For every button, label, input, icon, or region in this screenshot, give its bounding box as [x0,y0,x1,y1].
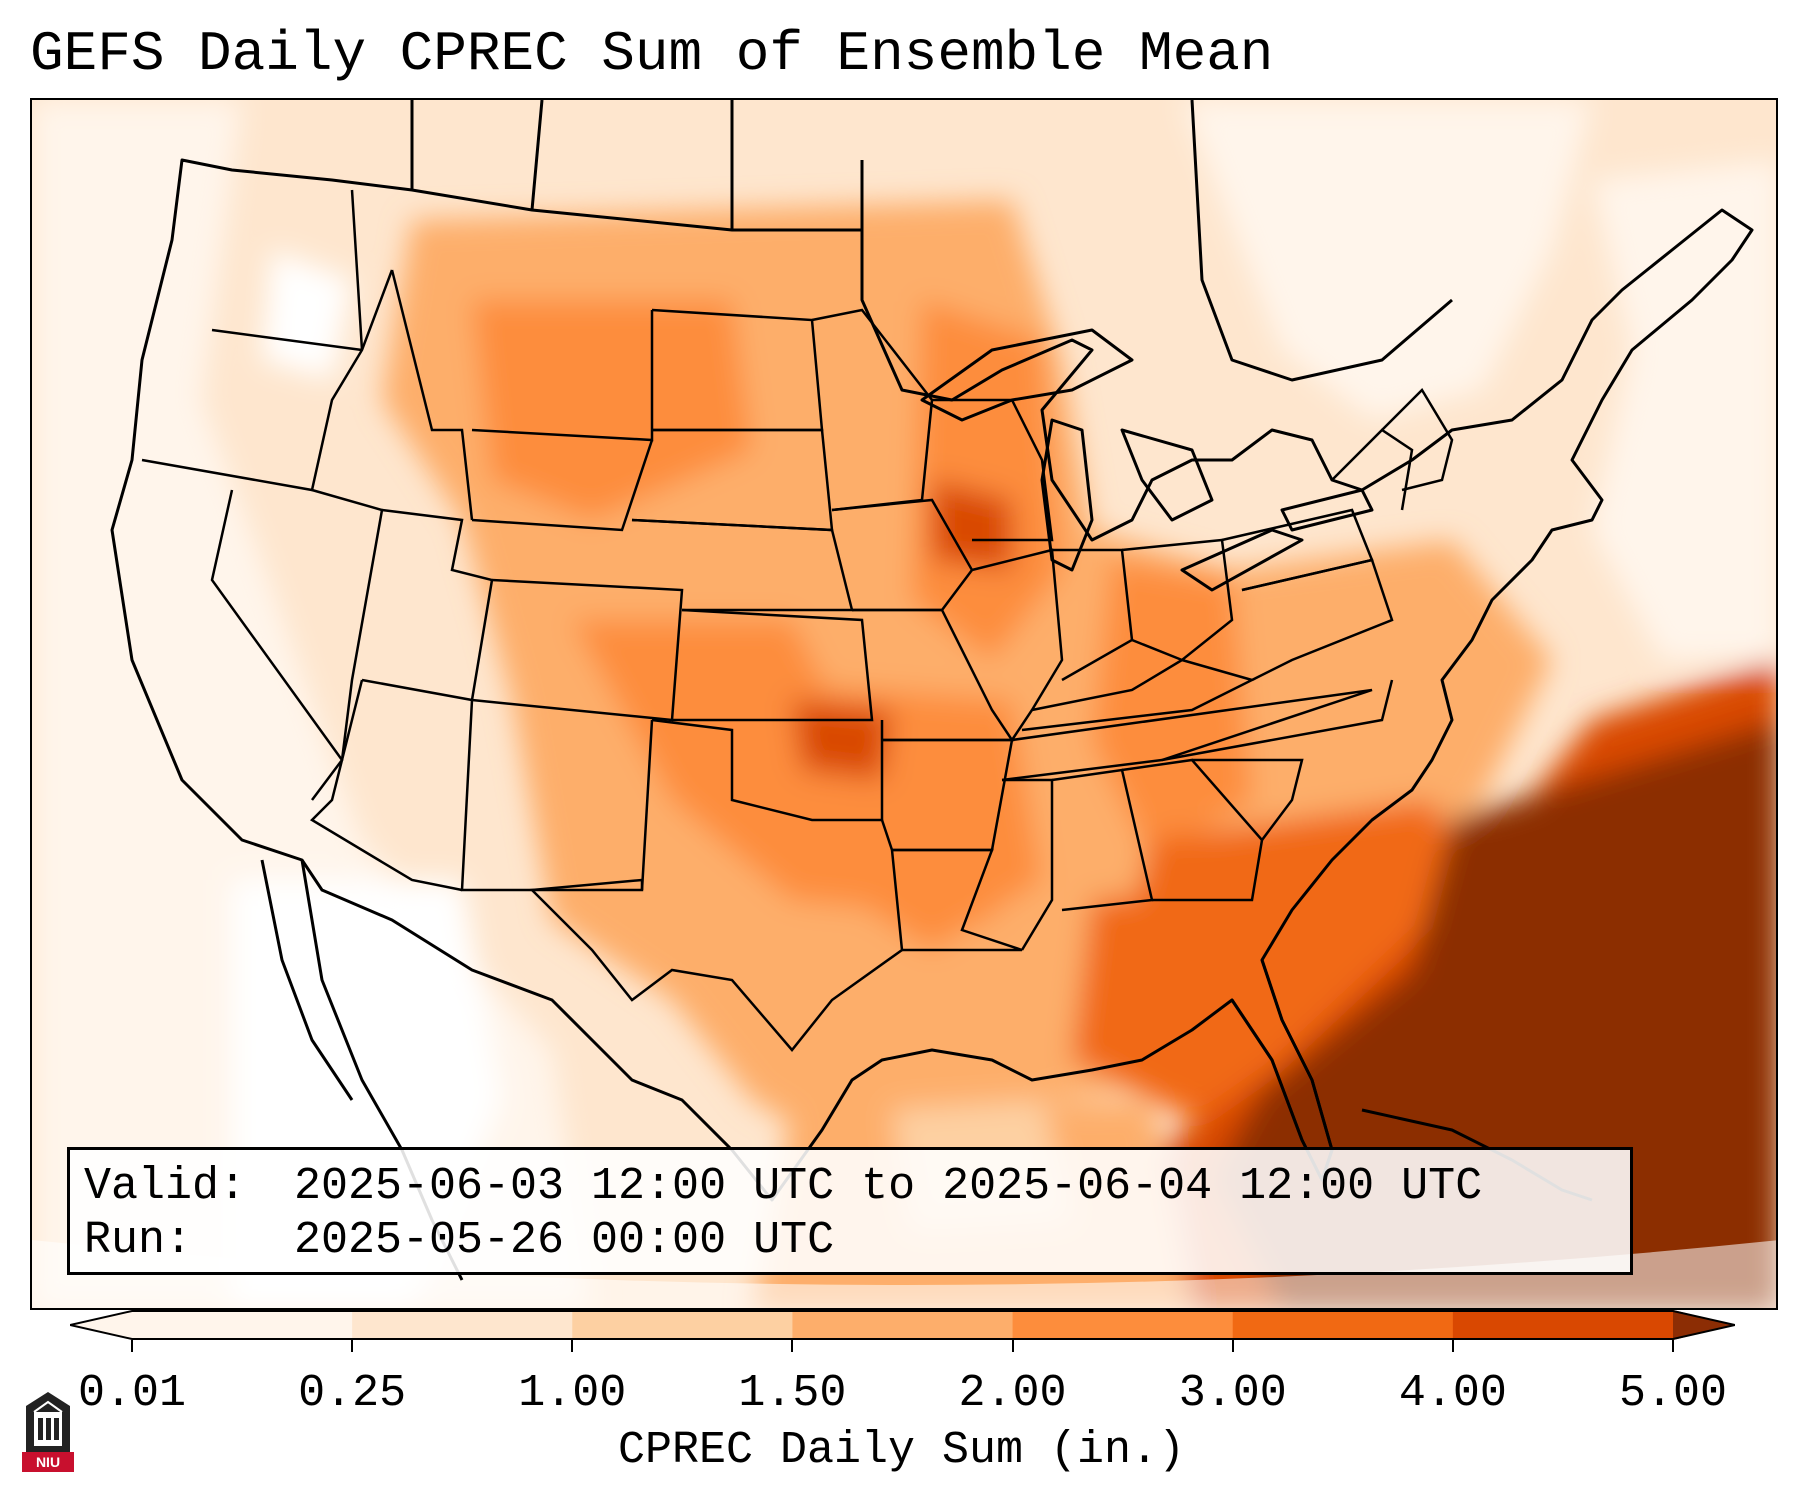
baja [260,859,354,1101]
colorbar-tick-label: 0.01 [77,1368,187,1419]
colorbar-tick-label: 4.00 [1398,1368,1507,1419]
run-value: 2025-05-26 00:00 UTC [294,1215,835,1266]
colorbar-segment [572,1310,793,1340]
colorbar-tick-mark [1011,1340,1014,1352]
colorbar-tick-mark [1672,1340,1674,1352]
lake-superior [920,328,1134,422]
precipitation-map [30,98,1778,1310]
colorbar-segment [352,1310,573,1340]
colorbar-tick-mark [1451,1340,1454,1352]
colorbar-segment [1452,1310,1674,1340]
colorbar-segment [792,1310,1014,1340]
colorbar-tick-mark [571,1340,574,1352]
colorbar-tick-mark [131,1340,133,1352]
colorbar [70,1310,1735,1340]
colorbar-segment [1012,1310,1234,1340]
colorbar-tick-mark [351,1340,354,1352]
lake-erie [1180,528,1304,592]
colorbar-segment [132,1310,353,1340]
projection-edge [32,1240,1776,1308]
run-row: Run: 2025-05-26 00:00 UTC [84,1214,1630,1268]
precip-field [32,100,1776,1308]
colorbar-tick-mark [1231,1340,1234,1352]
map-title: GEFS Daily CPREC Sum of Ensemble Mean [30,22,1274,86]
lake-huron [1120,428,1214,522]
colorbar-tick-mark [791,1340,794,1352]
colorbar-segment [1232,1310,1454,1340]
valid-run-info-box: Valid: 2025-06-03 12:00 UTC to 2025-06-04… [67,1147,1633,1275]
colorbar-tick-label: 3.00 [1178,1368,1287,1419]
map-canvas [32,100,1776,1308]
lake-michigan [1040,418,1094,572]
colorbar-tick-label: 0.25 [298,1368,407,1419]
valid-value: 2025-06-03 12:00 UTC to 2025-06-04 12:00… [294,1161,1483,1212]
logo-text: NIU [36,1454,60,1470]
colorbar-tick-label: 5.00 [1618,1368,1728,1419]
valid-label: Valid: [84,1161,247,1212]
niu-logo: NIU [22,1392,74,1472]
colorbar-tick-label: 1.50 [738,1368,847,1419]
colorbar-label: CPREC Daily Sum (in.) [617,1425,1186,1476]
run-label: Run: [84,1215,193,1266]
colorbar-tick-label: 1.00 [518,1368,627,1419]
colorbar-tick-label: 2.00 [958,1368,1067,1419]
state-lines [141,189,1454,1052]
valid-row: Valid: 2025-06-03 12:00 UTC to 2025-06-04… [84,1160,1630,1214]
colorbar-extend-low [70,1310,132,1340]
us-outline [110,158,1754,1202]
colorbar-extend-high [1673,1310,1735,1340]
